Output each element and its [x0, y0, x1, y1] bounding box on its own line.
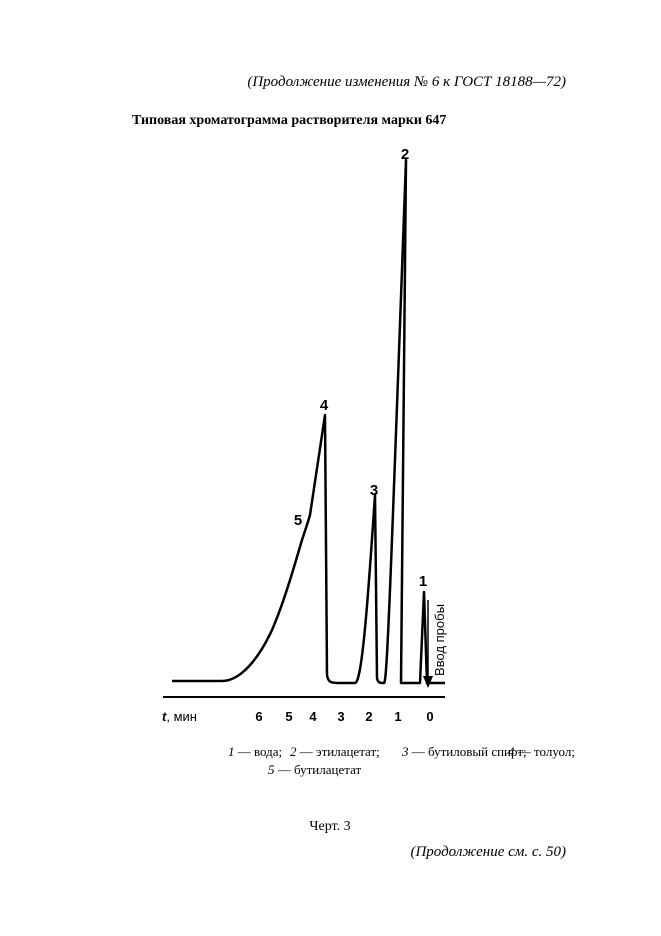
footer: (Продолжение см. с. 50): [410, 844, 566, 860]
axis-unit: , мин: [166, 709, 197, 724]
injection-arrow-head: [423, 676, 433, 688]
peak-label: 1: [419, 573, 427, 590]
axis-tick-label: 6: [255, 709, 262, 724]
chromatogram-trace: [172, 158, 445, 685]
legend-number: 5: [268, 762, 275, 777]
legend-number: 2: [290, 744, 297, 759]
axis-tick-label: 2: [365, 709, 372, 724]
peak-label: 4: [320, 397, 329, 414]
legend-item: 4 — толуол;: [508, 744, 575, 759]
legend-item: 3 — бутиловый спирт;: [401, 744, 527, 759]
legend-number: 3: [401, 744, 409, 759]
header: (Продолжение изменения № 6 к ГОСТ 18188—…: [247, 74, 566, 90]
legend-text: — этилацетат;: [299, 744, 380, 759]
peak-label: 3: [370, 482, 378, 499]
caption: Черт. 3: [309, 819, 350, 834]
peak-label: 5: [294, 512, 302, 529]
axis-label: t, мин: [162, 709, 197, 724]
legend-text: — толуол;: [517, 744, 575, 759]
legend-item: 2 — этилацетат;: [290, 744, 380, 759]
legend-text: — бутилацетат: [277, 762, 362, 777]
axis-tick-label: 5: [285, 709, 292, 724]
legend-item: 5 — бутилацетат: [268, 762, 362, 777]
legend-number: 1: [228, 744, 235, 759]
axis-tick-label: 4: [309, 709, 317, 724]
axis-tick-label: 1: [394, 709, 401, 724]
legend-number: 4: [508, 744, 515, 759]
axis-tick-label: 3: [337, 709, 344, 724]
axis-symbol: t: [162, 709, 167, 724]
injection-label: Ввод пробы: [432, 604, 447, 676]
legend-item: 1 — вода;: [228, 744, 282, 759]
legend-text: — вода;: [237, 744, 282, 759]
axis-tick-label: 0: [426, 709, 433, 724]
title: Типовая хроматограмма растворителя марки…: [132, 113, 446, 128]
peak-label: 2: [401, 146, 409, 163]
legend-text: — бутиловый спирт;: [411, 744, 527, 759]
